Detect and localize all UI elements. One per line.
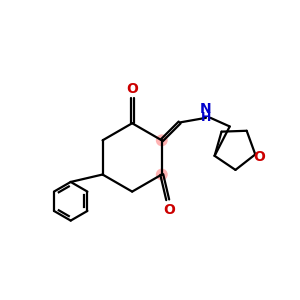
Text: H: H (201, 111, 211, 124)
Text: O: O (163, 203, 175, 217)
Text: O: O (126, 82, 138, 96)
Text: N: N (200, 102, 212, 116)
Text: O: O (253, 150, 265, 164)
Circle shape (156, 169, 168, 181)
Circle shape (156, 134, 168, 146)
